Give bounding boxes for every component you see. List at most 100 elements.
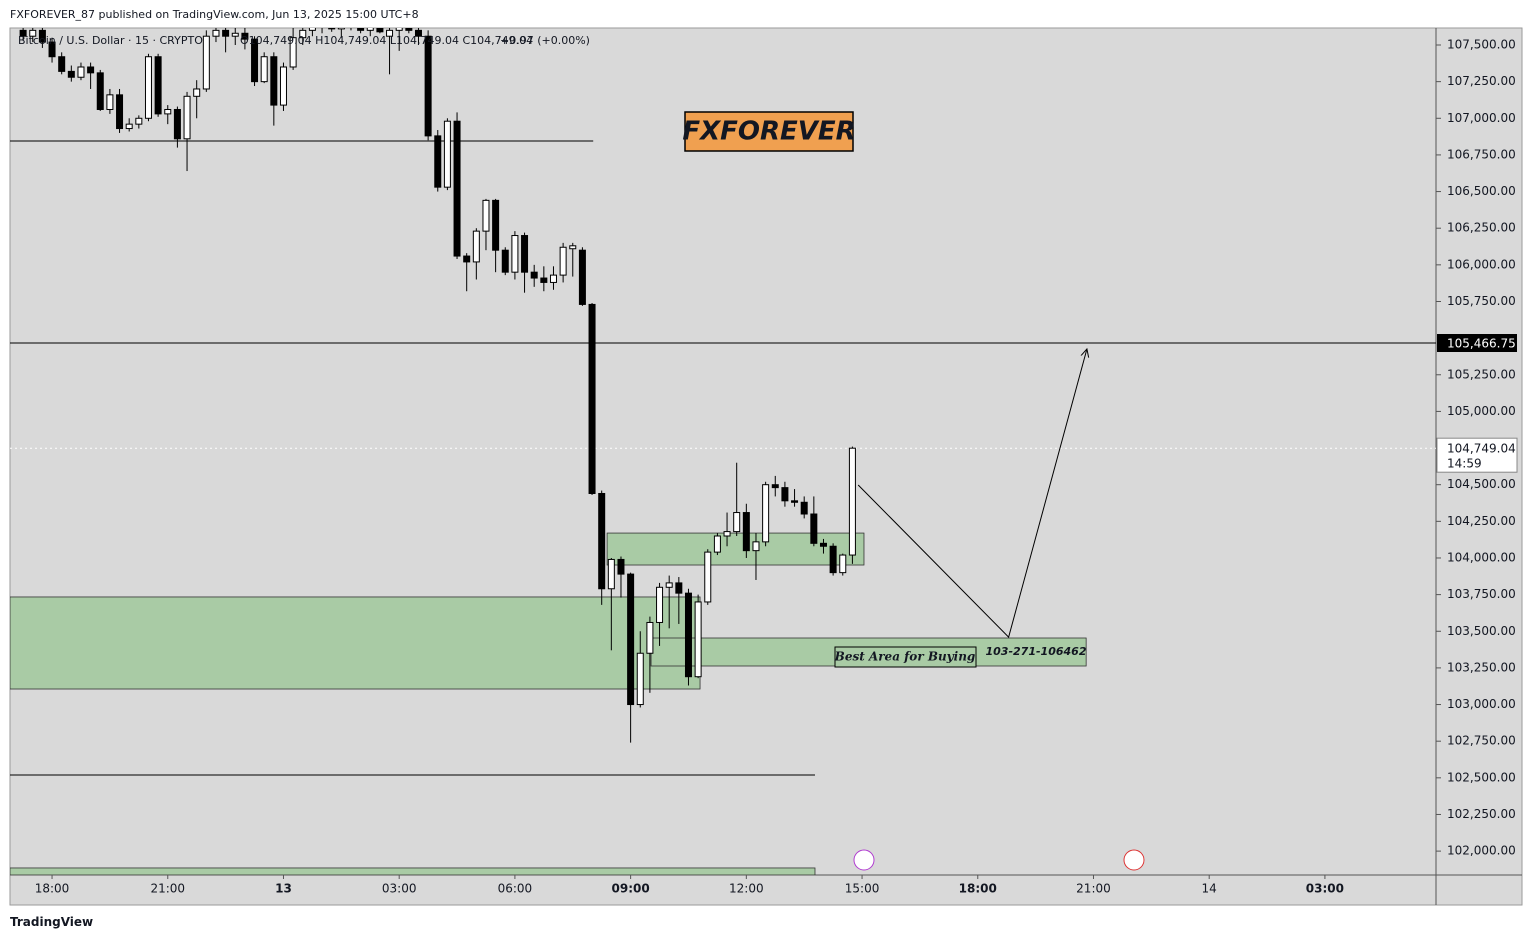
candle-body	[839, 554, 847, 574]
zone	[606, 532, 865, 566]
candle-body	[319, 24, 325, 27]
brand: TradingView	[10, 915, 94, 929]
candle-body	[87, 66, 95, 74]
price-label-box	[1437, 334, 1517, 353]
y-tick-label: 102,250.00	[1447, 807, 1516, 821]
x-tick-label: 21:00	[1076, 882, 1111, 896]
candle-body	[617, 558, 625, 575]
last-price-label: 104,749.04	[1447, 442, 1516, 456]
x-tick-label: 18:00	[35, 882, 70, 896]
candle-body	[29, 29, 37, 37]
zone	[10, 596, 701, 690]
candle-body	[771, 484, 779, 489]
candle-body	[135, 117, 143, 125]
event-icon[interactable]	[853, 849, 875, 871]
y-tick-label: 106,500.00	[1447, 184, 1516, 198]
x-tick-label: 03:00	[382, 882, 417, 896]
candle-body	[723, 531, 731, 537]
candle-body	[424, 35, 432, 137]
candle-body	[800, 501, 808, 515]
candle-body	[154, 56, 162, 115]
candle-body	[414, 29, 422, 37]
candle-body	[829, 545, 837, 574]
logo-box	[684, 111, 854, 152]
x-tick-label: 06:00	[498, 882, 533, 896]
candle-body	[212, 29, 220, 37]
symbol-legend: Bitcoin / U.S. Dollar · 15 · CRYPTO	[18, 34, 203, 47]
y-tick-label: 106,000.00	[1447, 257, 1516, 271]
candle-body	[337, 28, 345, 30]
candle-body	[251, 38, 259, 83]
candle-body	[791, 500, 799, 503]
candle-body	[463, 255, 471, 263]
candle-body	[559, 246, 567, 276]
y-tick-label: 102,500.00	[1447, 770, 1516, 784]
candle-body	[202, 35, 210, 90]
candle-body	[733, 512, 741, 533]
candle-body	[511, 235, 519, 273]
candle-body	[173, 108, 181, 140]
candle-body	[665, 582, 673, 588]
published-line: FXFOREVER_87 published on TradingView.co…	[10, 8, 419, 21]
chart-background	[9, 27, 1523, 906]
candle-body	[598, 492, 606, 590]
candle-body	[328, 28, 336, 30]
candle-body	[96, 72, 104, 110]
x-tick-label: 12:00	[729, 882, 764, 896]
candle-body	[231, 32, 239, 37]
candle-body	[607, 558, 615, 590]
candle-body	[492, 199, 500, 251]
candle-body	[704, 551, 712, 603]
candle-body	[713, 535, 721, 553]
candle-body	[270, 56, 278, 106]
candle-body	[241, 32, 249, 40]
x-tick-label: 15:00	[845, 882, 880, 896]
last-price-box	[1436, 437, 1518, 473]
y-tick-label: 103,500.00	[1447, 624, 1516, 638]
x-tick-label: 14	[1202, 882, 1217, 896]
candle-body	[646, 621, 654, 654]
projection-arrow	[857, 349, 1087, 639]
y-tick-label: 106,250.00	[1447, 221, 1516, 235]
x-tick-label: 21:00	[150, 882, 185, 896]
candle-body	[279, 66, 287, 106]
candle-body	[58, 56, 66, 72]
candle-body	[819, 542, 827, 547]
y-tick-label: 105,000.00	[1447, 404, 1516, 418]
candle-body	[434, 135, 442, 188]
candle-body	[348, 23, 354, 26]
candle-body	[521, 235, 529, 273]
candle-body	[366, 28, 374, 31]
y-tick-label: 106,750.00	[1447, 147, 1516, 161]
candle-body	[164, 108, 172, 115]
candle-body	[386, 29, 394, 37]
range-label: 103-271-106462	[986, 645, 1087, 658]
x-tick-label: 13	[275, 882, 292, 896]
ohlc-legend: O104,749.04 H104,749.04 L104,749.04 C104…	[240, 34, 533, 47]
y-tick-label: 103,250.00	[1447, 660, 1516, 674]
candle-body	[125, 123, 133, 130]
flag-icon[interactable]	[1123, 849, 1145, 871]
y-tick-label: 103,000.00	[1447, 697, 1516, 711]
candle-body	[848, 447, 856, 556]
candle-body	[376, 28, 384, 33]
candle-body	[67, 70, 75, 78]
candle-body	[77, 66, 85, 78]
candle-body	[144, 56, 152, 119]
candle-body	[19, 29, 27, 37]
x-tick-label: 09:00	[612, 882, 650, 896]
change-legend: +0.97 (+0.00%)	[500, 34, 590, 47]
candle-body	[357, 28, 365, 31]
candle-body	[762, 484, 770, 543]
candle-body	[742, 512, 750, 552]
candle-body	[549, 274, 557, 283]
candle-body	[106, 94, 114, 110]
candle-body	[501, 249, 509, 273]
y-tick-label: 104,250.00	[1447, 514, 1516, 528]
y-tick-label: 105,250.00	[1447, 367, 1516, 381]
candle-body	[636, 652, 644, 706]
y-tick-label: 102,000.00	[1447, 844, 1516, 858]
candle-body	[530, 271, 538, 279]
candle-body	[569, 245, 577, 250]
